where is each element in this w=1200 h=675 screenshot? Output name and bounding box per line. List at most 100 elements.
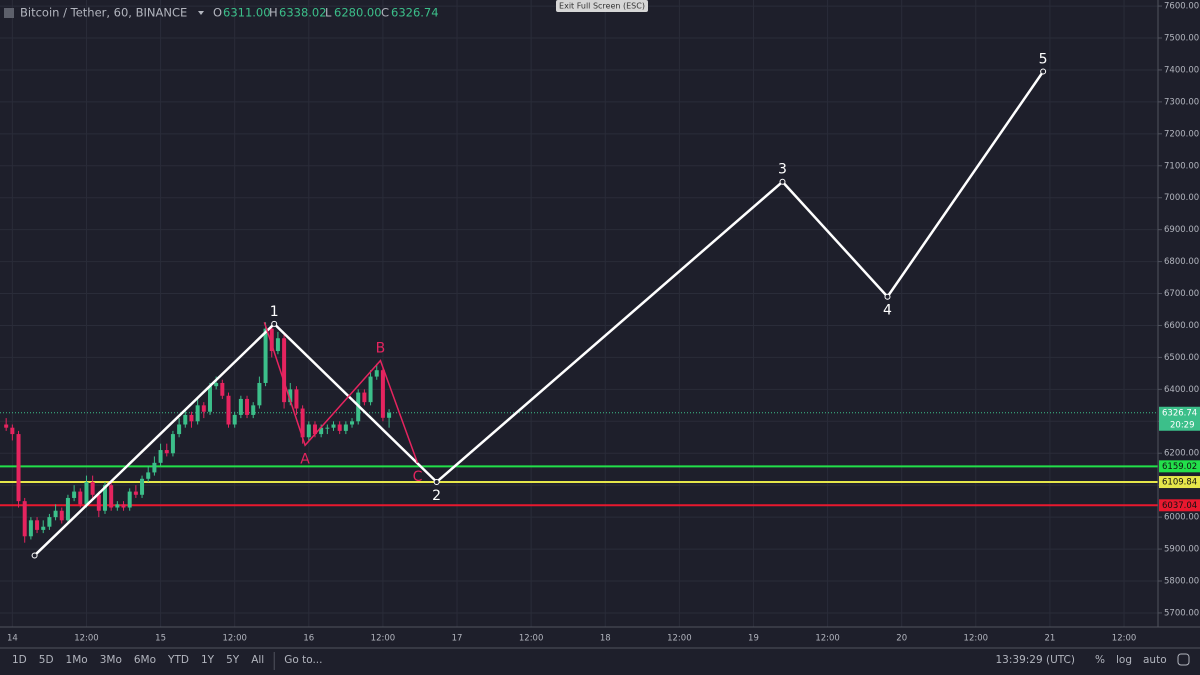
candle-body — [306, 424, 311, 438]
candle-body — [177, 424, 182, 435]
percent-toggle[interactable]: % — [1095, 654, 1105, 666]
candle-body — [282, 338, 287, 403]
y-tick-label: 5900.00 — [1164, 545, 1199, 555]
candle-body — [380, 370, 385, 418]
price-label: 6037.04 — [1162, 501, 1197, 511]
price-label-bg — [1159, 476, 1200, 489]
range-button[interactable]: 1Mo — [66, 654, 88, 666]
candle-body — [115, 504, 120, 508]
range-button[interactable]: 5D — [39, 654, 54, 666]
y-tick-label: 6000.00 — [1164, 513, 1199, 523]
candle-body — [140, 478, 145, 495]
y-tick-label: 6500.00 — [1164, 353, 1199, 363]
candle-body — [47, 517, 52, 527]
ohlc-label: H — [269, 6, 278, 20]
candle-body — [207, 386, 212, 412]
x-tick-label: 16 — [303, 634, 314, 644]
wave-point — [271, 320, 278, 327]
candle-body — [245, 398, 250, 415]
ohlc-label: O — [213, 6, 222, 20]
candle-body — [294, 389, 299, 409]
wave-label: 3 — [778, 162, 787, 178]
candle-body — [72, 491, 77, 498]
candle-body — [226, 395, 231, 425]
candle-body — [337, 424, 342, 431]
exit-fullscreen-button[interactable] — [556, 0, 648, 12]
last-price-bg — [1159, 406, 1200, 431]
auto-toggle[interactable]: auto — [1143, 654, 1167, 666]
y-tick-label: 5800.00 — [1164, 577, 1199, 587]
exit-fullscreen-label: Exit Full Screen (ESC) — [559, 2, 645, 11]
x-tick-label: 12:00 — [371, 634, 396, 644]
toolbar: 1D 5D 1Mo 3Mo 6Mo YTD 1Y 5Y All Go to... 13:39:29 … — [12, 652, 1190, 670]
range-button[interactable]: 6Mo — [134, 654, 156, 666]
candle-body — [84, 481, 89, 505]
y-tick-label: 7500.00 — [1164, 34, 1199, 44]
x-tick-label: 18 — [600, 634, 611, 644]
candle-body — [201, 405, 206, 412]
marks: 1 2 3 4 5 A B C — [0, 52, 1158, 559]
candle-body — [288, 389, 293, 403]
wave-point — [31, 552, 38, 559]
ohlc-value: 6311.00 — [223, 6, 271, 20]
candle-body — [133, 491, 138, 495]
candle-body — [28, 520, 33, 537]
ohlc-value: 6326.74 — [391, 6, 439, 20]
candle-body — [16, 434, 21, 502]
candle-body — [59, 510, 64, 521]
candle-body — [238, 398, 243, 415]
price-axis — [1158, 0, 1200, 627]
y-tick-label: 7100.00 — [1164, 161, 1199, 171]
candle-body — [152, 462, 157, 473]
x-tick-label: 21 — [1045, 634, 1056, 644]
candle-body — [387, 412, 392, 418]
y-tick-label: 6700.00 — [1164, 289, 1199, 299]
candle-body — [312, 424, 317, 435]
range-button[interactable]: 1D — [12, 654, 27, 666]
candle-body — [109, 485, 114, 508]
countdown-label: 20:29 — [1170, 420, 1195, 430]
candle-body — [96, 494, 101, 511]
wave-label: A — [300, 451, 310, 467]
ohlc-value: 6280.00 — [334, 6, 382, 20]
price-label-bg — [1159, 499, 1200, 512]
x-tick-label: 12:00 — [74, 634, 99, 644]
price-label-bg — [1159, 460, 1200, 473]
wave-label: 2 — [432, 488, 441, 504]
candle-body — [263, 328, 268, 383]
candle-body — [300, 408, 305, 438]
axes: 5700.005800.005900.006000.006100.006200.… — [7, 2, 1200, 644]
candle-body — [374, 370, 379, 377]
candle-body — [331, 424, 336, 428]
wave-label: 4 — [883, 303, 892, 319]
y-tick-label: 6600.00 — [1164, 321, 1199, 331]
candle-body — [65, 497, 70, 521]
range-button[interactable]: 1Y — [201, 654, 215, 666]
candle-body — [251, 405, 256, 415]
candle-body — [362, 392, 367, 403]
wave-label: 1 — [270, 304, 279, 320]
candle-body — [232, 414, 237, 425]
x-tick-label: 12:00 — [667, 634, 692, 644]
x-tick-label: 15 — [155, 634, 166, 644]
symbol-dropdown[interactable] — [198, 11, 204, 15]
y-tick-label: 7300.00 — [1164, 97, 1199, 107]
range-button[interactable]: All — [251, 654, 264, 666]
range-button[interactable]: YTD — [167, 654, 189, 666]
y-tick-label: 7200.00 — [1164, 129, 1199, 139]
wave-label: C — [413, 469, 423, 485]
settings-icon[interactable] — [1177, 653, 1190, 666]
log-toggle[interactable]: log — [1116, 654, 1132, 666]
range-button[interactable]: 5Y — [226, 654, 240, 666]
x-tick-label: 14 — [7, 634, 18, 644]
range-button[interactable]: 3Mo — [100, 654, 122, 666]
candle-body — [10, 427, 15, 435]
candle-body — [121, 504, 126, 508]
y-tick-label: 6400.00 — [1164, 385, 1199, 395]
x-tick-label: 12:00 — [815, 634, 840, 644]
candle-body — [35, 520, 40, 530]
goto-button[interactable]: Go to... — [284, 654, 322, 666]
